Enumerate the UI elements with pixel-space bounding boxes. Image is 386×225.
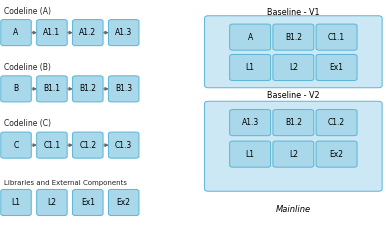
FancyBboxPatch shape (205, 16, 382, 88)
Text: B1.3: B1.3 (115, 84, 132, 93)
Text: Baseline - V2: Baseline - V2 (267, 91, 320, 100)
FancyBboxPatch shape (73, 189, 103, 216)
FancyBboxPatch shape (1, 189, 31, 216)
Text: A1.1: A1.1 (43, 28, 61, 37)
FancyBboxPatch shape (273, 110, 314, 136)
FancyBboxPatch shape (273, 24, 314, 50)
FancyBboxPatch shape (73, 76, 103, 102)
Text: A: A (14, 28, 19, 37)
FancyBboxPatch shape (1, 76, 31, 102)
Text: L1: L1 (245, 150, 255, 159)
FancyBboxPatch shape (37, 189, 67, 216)
Text: C1.1: C1.1 (328, 33, 345, 42)
Text: B1.2: B1.2 (285, 118, 302, 127)
Text: C1.1: C1.1 (43, 141, 61, 150)
Text: Codeline (A): Codeline (A) (4, 7, 51, 16)
FancyBboxPatch shape (273, 141, 314, 167)
FancyBboxPatch shape (108, 132, 139, 158)
Text: B1.2: B1.2 (79, 84, 96, 93)
Text: A1.3: A1.3 (115, 28, 132, 37)
Text: A1.2: A1.2 (79, 28, 96, 37)
FancyBboxPatch shape (230, 110, 271, 136)
Text: B1.2: B1.2 (285, 33, 302, 42)
Text: C1.2: C1.2 (79, 141, 96, 150)
Text: C1.3: C1.3 (115, 141, 132, 150)
Text: C: C (14, 141, 19, 150)
Text: B1.1: B1.1 (43, 84, 61, 93)
Text: L2: L2 (47, 198, 56, 207)
FancyBboxPatch shape (108, 189, 139, 216)
Text: Baseline - V1: Baseline - V1 (267, 8, 320, 17)
FancyBboxPatch shape (37, 76, 67, 102)
Text: Ex1: Ex1 (81, 198, 95, 207)
FancyBboxPatch shape (1, 20, 31, 46)
FancyBboxPatch shape (73, 132, 103, 158)
FancyBboxPatch shape (316, 110, 357, 136)
FancyBboxPatch shape (230, 24, 271, 50)
Text: Codeline (B): Codeline (B) (4, 63, 51, 72)
Text: Codeline (C): Codeline (C) (4, 119, 51, 128)
FancyBboxPatch shape (73, 20, 103, 46)
FancyBboxPatch shape (316, 141, 357, 167)
Text: C1.2: C1.2 (328, 118, 345, 127)
Text: A1.3: A1.3 (242, 118, 259, 127)
Text: B: B (14, 84, 19, 93)
FancyBboxPatch shape (108, 76, 139, 102)
Text: Ex1: Ex1 (330, 63, 344, 72)
FancyBboxPatch shape (230, 54, 271, 81)
FancyBboxPatch shape (205, 101, 382, 191)
Text: Libraries and External Components: Libraries and External Components (4, 180, 127, 186)
FancyBboxPatch shape (1, 132, 31, 158)
FancyBboxPatch shape (273, 54, 314, 81)
Text: Ex2: Ex2 (117, 198, 131, 207)
Text: A: A (247, 33, 253, 42)
FancyBboxPatch shape (37, 132, 67, 158)
FancyBboxPatch shape (230, 141, 271, 167)
Text: Mainline: Mainline (276, 205, 311, 214)
Text: L2: L2 (289, 63, 298, 72)
FancyBboxPatch shape (316, 24, 357, 50)
FancyBboxPatch shape (37, 20, 67, 46)
Text: Ex2: Ex2 (330, 150, 344, 159)
FancyBboxPatch shape (108, 20, 139, 46)
Text: L2: L2 (289, 150, 298, 159)
FancyBboxPatch shape (316, 54, 357, 81)
Text: L1: L1 (12, 198, 20, 207)
Text: L1: L1 (245, 63, 255, 72)
